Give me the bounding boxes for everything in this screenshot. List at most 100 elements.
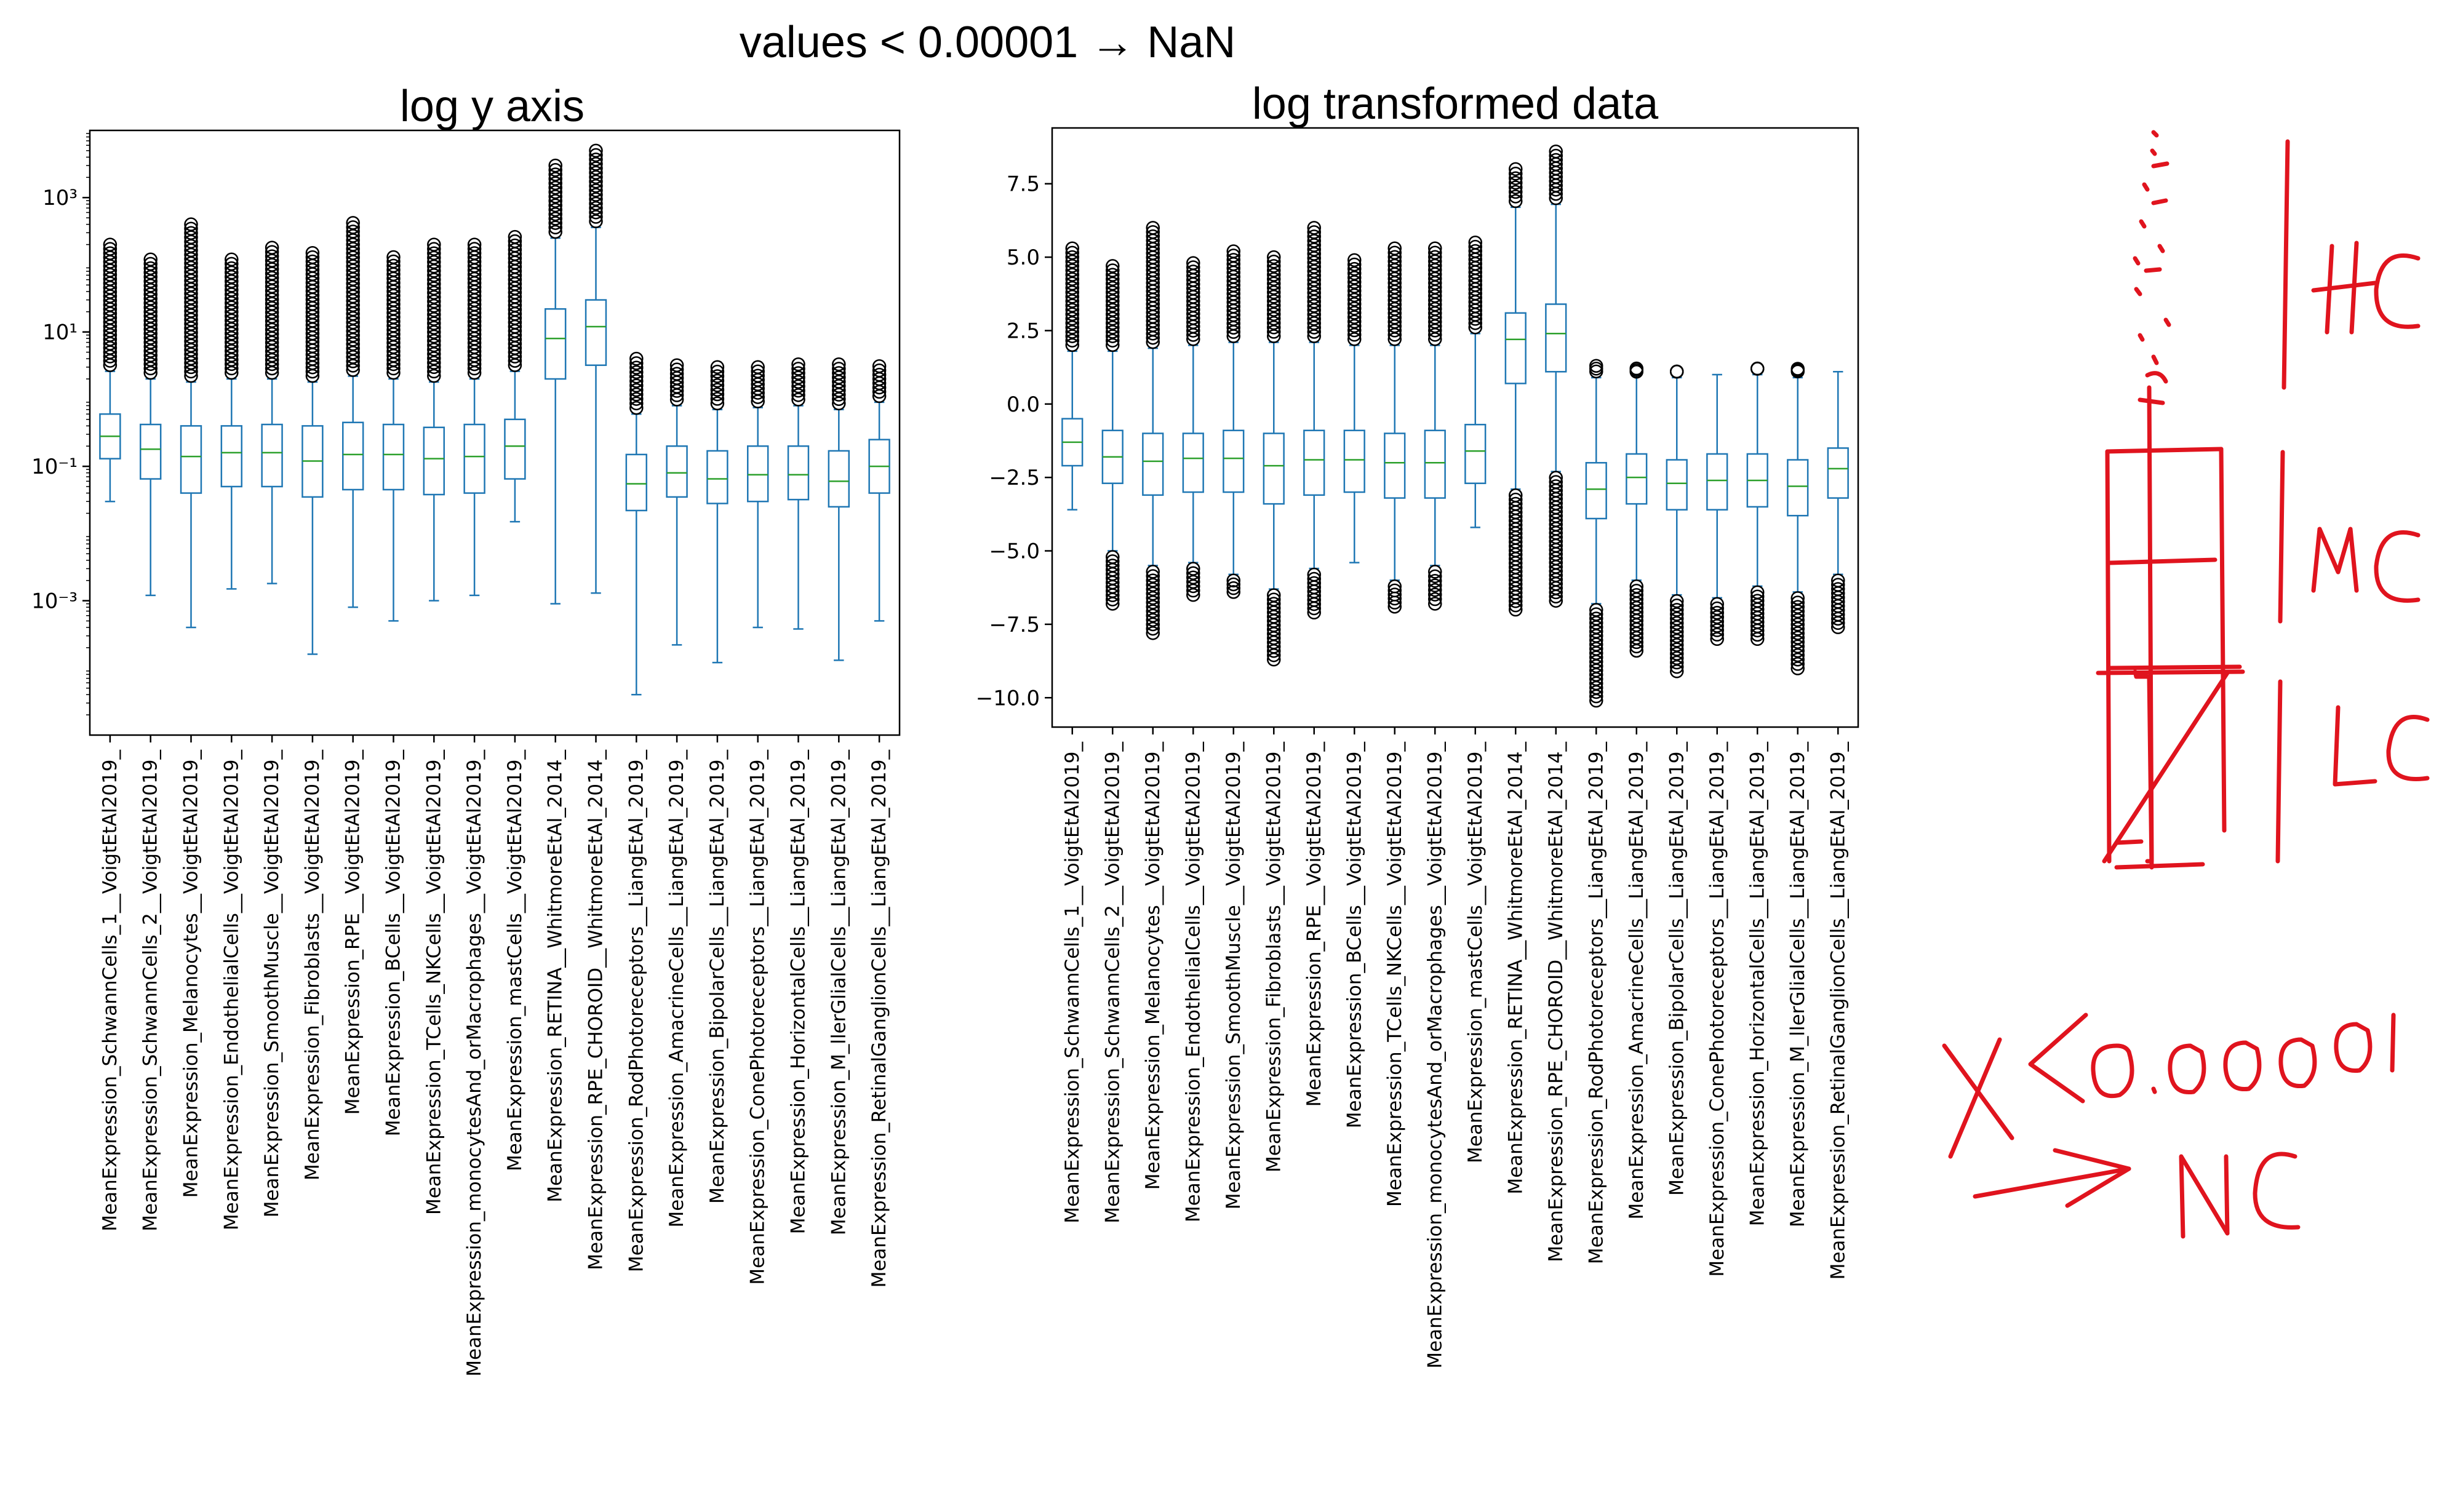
flier-point <box>1549 589 1563 604</box>
flier-point <box>1790 608 1805 623</box>
flier-point <box>629 374 644 388</box>
flier-point <box>225 326 239 341</box>
category-label: MeanExpression_RetinalGanglionCells__Lia… <box>868 750 890 1288</box>
flier-point <box>1226 253 1240 267</box>
flier-point <box>1226 249 1240 263</box>
flier-point <box>1549 594 1563 608</box>
flier-point <box>1790 657 1805 671</box>
box-13 <box>1545 144 1567 608</box>
flier-point <box>1831 611 1845 626</box>
flier-point <box>1065 333 1079 348</box>
flier-point <box>427 308 441 322</box>
flier-point <box>1065 276 1079 291</box>
flier-point <box>1428 569 1442 584</box>
y-tick-label: 10¹ <box>42 320 78 345</box>
flier-point <box>143 331 158 345</box>
flier-point <box>1629 635 1643 650</box>
flier-point <box>1387 250 1402 265</box>
flier-point <box>265 249 279 263</box>
category-label: MeanExpression_M_llerGlialCells__LiangEt… <box>828 750 850 1236</box>
flier-point <box>589 152 603 167</box>
flier-point <box>1267 276 1281 291</box>
category-label: MeanExpression_ConePhotoreceptors__Liang… <box>747 750 769 1285</box>
flier-point <box>225 300 239 314</box>
flier-point <box>1267 290 1281 304</box>
y-tick-label: 7.5 <box>1007 172 1040 197</box>
flier-point <box>1589 685 1603 699</box>
box-11 <box>1464 235 1487 528</box>
box-1 <box>1061 241 1084 511</box>
flier-point <box>1267 294 1281 308</box>
axes-frame <box>1051 127 1859 728</box>
flier-point <box>143 292 158 306</box>
box-16 <box>1666 364 1688 678</box>
flier-point <box>872 367 887 382</box>
flier-point <box>225 304 239 319</box>
flier-point <box>508 234 522 249</box>
flier-point <box>1589 689 1603 704</box>
box-19 <box>828 357 850 661</box>
flier-point <box>225 352 239 367</box>
category-label: MeanExpression_RodPhotoreceptors__LiangE… <box>625 750 647 1273</box>
flier-point <box>225 313 239 328</box>
box-10 <box>1424 241 1446 611</box>
flier-point <box>305 250 320 265</box>
flier-point <box>1106 597 1120 611</box>
flier-point <box>1065 298 1079 312</box>
flier-point <box>1468 235 1482 250</box>
flier-point <box>1106 307 1120 322</box>
flier-point <box>589 214 603 228</box>
y-tick-label: −7.5 <box>989 613 1040 637</box>
iqr-box <box>504 418 526 480</box>
flier-point <box>1468 244 1482 258</box>
flier-point <box>225 257 239 271</box>
iqr-box <box>1464 423 1487 484</box>
flier-point <box>1347 327 1362 342</box>
flier-point <box>1670 620 1684 635</box>
flier-point <box>548 202 562 217</box>
flier-point <box>1670 616 1684 631</box>
flier-point <box>1065 329 1079 343</box>
iqr-box <box>1706 453 1728 511</box>
box-17 <box>1706 373 1728 647</box>
flier-point <box>143 265 158 280</box>
flier-point <box>1186 587 1200 602</box>
flier-point <box>143 340 158 354</box>
flier-point <box>427 338 441 352</box>
flier-point <box>427 250 441 265</box>
flier-point <box>427 242 441 256</box>
flier-point <box>427 316 441 330</box>
flier-point <box>548 225 562 239</box>
flier-point <box>791 388 805 402</box>
flier-point <box>265 241 279 255</box>
left-chart-title: log y axis <box>399 82 585 131</box>
flier-point <box>1065 245 1079 260</box>
flier-point <box>1267 307 1281 322</box>
iqr-box <box>1384 432 1406 499</box>
flier-point <box>1670 603 1684 617</box>
category-label: MeanExpression_HorizontalCells__LiangEtA… <box>788 750 810 1235</box>
flier-point <box>1790 600 1805 614</box>
iqr-box <box>1343 429 1365 493</box>
flier-point <box>103 242 118 256</box>
flier-point <box>1347 319 1362 333</box>
flier-point <box>1267 303 1281 317</box>
category-label: MeanExpression_EndothelialCells__VoigtEt… <box>1182 742 1204 1223</box>
flier-point <box>669 358 684 372</box>
flier-point <box>1347 253 1362 268</box>
flier-point <box>1146 586 1160 601</box>
box-11 <box>504 229 526 523</box>
category-label: MeanExpression_RPE__VoigtEtAl2019_ <box>1303 742 1325 1107</box>
category-label: MeanExpression_RetinalGanglionCells__Lia… <box>1827 742 1849 1280</box>
flier-point <box>1106 272 1120 287</box>
box-8 <box>382 250 405 622</box>
hand-drawn-level-bars <box>2275 139 2290 864</box>
category-label: MeanExpression_SchwannCells_1__VoigtEtAl… <box>1061 742 1084 1224</box>
iqr-box <box>1827 447 1849 499</box>
flier-point <box>832 362 846 376</box>
right-chart-title: log transformed data <box>1251 79 1659 129</box>
box-5 <box>261 241 283 584</box>
flier-point <box>1226 585 1240 599</box>
iqr-box <box>1787 459 1809 517</box>
flier-point <box>225 317 239 332</box>
